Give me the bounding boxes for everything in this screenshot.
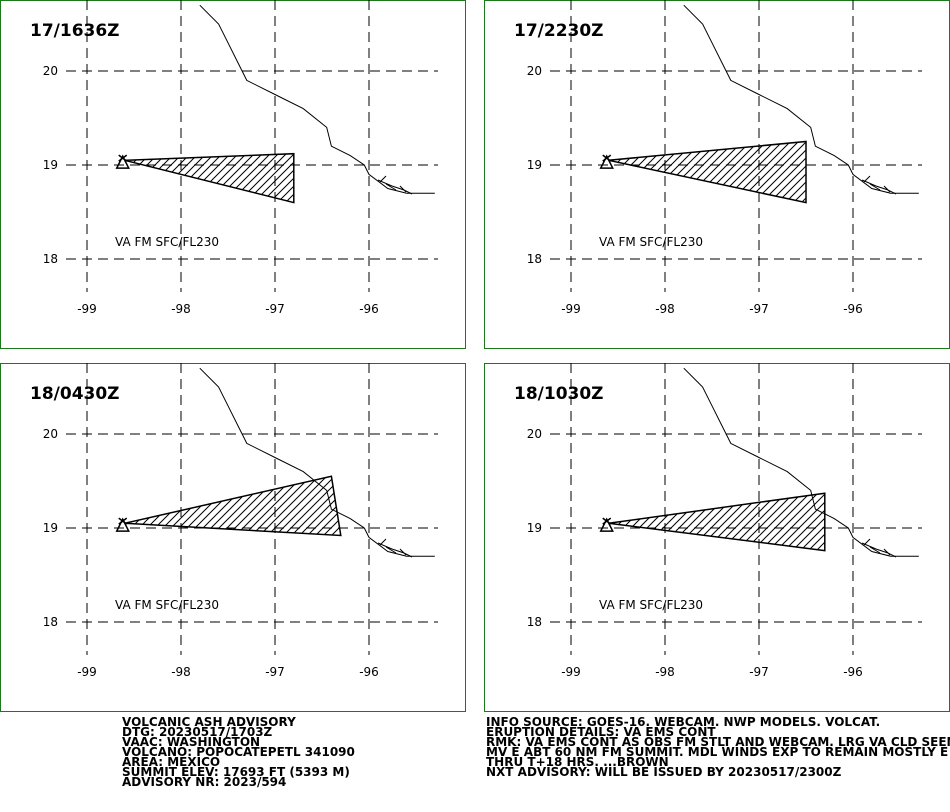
longitude-tick-label: -99 xyxy=(561,665,581,679)
flight-level-label: VA FM SFC/FL230 xyxy=(115,598,219,612)
advisory-line: VAAC: WASHINGTON xyxy=(122,735,261,749)
longitude-tick-label: -99 xyxy=(561,302,581,316)
flight-level-label: VA FM SFC/FL230 xyxy=(599,235,703,249)
longitude-tick-label: -97 xyxy=(749,302,769,316)
longitude-tick-label: -97 xyxy=(265,302,285,316)
latitude-tick-label: 18 xyxy=(527,252,542,266)
latitude-tick-label: 20 xyxy=(527,64,542,78)
longitude-tick-label: -97 xyxy=(749,665,769,679)
advisory-line: VOLCANIC ASH ADVISORY xyxy=(122,715,296,729)
coastline xyxy=(683,4,919,194)
longitude-tick-label: -97 xyxy=(265,665,285,679)
longitude-tick-label: -98 xyxy=(171,302,191,316)
forecast-panel: -99 -98 -97 -96 20 19 18 18/1030Z VA FM SFC/FL23… xyxy=(484,363,950,712)
longitude-tick-label: -96 xyxy=(843,665,863,679)
forecast-time-title: 18/0430Z xyxy=(30,384,120,404)
ash-cloud-polygon xyxy=(608,140,807,204)
latitude-tick-label: 19 xyxy=(43,521,58,535)
latitude-tick-label: 20 xyxy=(43,427,58,441)
forecast-panel: -99 -98 -97 -96 20 19 18 17/1636Z VA FM SFC/FL23… xyxy=(0,0,466,349)
longitude-tick-label: -98 xyxy=(655,302,675,316)
latitude-tick-label: 19 xyxy=(527,521,542,535)
flight-level-label: VA FM SFC/FL230 xyxy=(115,235,219,249)
forecast-time-title: 17/1636Z xyxy=(30,21,120,41)
ash-map: -99 -98 -97 -96 20 19 18 18/0430Z VA FM SFC/FL23… xyxy=(0,363,466,712)
ash-cloud-polygon xyxy=(124,475,342,537)
ash-map: -99 -98 -97 -96 20 19 18 18/1030Z VA FM SFC/FL23… xyxy=(484,363,950,712)
advisory-line: RMK: VA EMS CONT AS OBS FM STLT AND WEBC… xyxy=(486,735,950,749)
volcano-icon xyxy=(115,517,130,532)
coastal-lagoon xyxy=(377,175,413,195)
flight-level-label: VA FM SFC/FL230 xyxy=(599,598,703,612)
longitude-tick-label: -98 xyxy=(655,665,675,679)
coastal-lagoon xyxy=(377,538,413,558)
advisory-line: DTG: 20230517/1703Z xyxy=(122,725,273,739)
coastal-lagoon xyxy=(861,175,897,195)
latitude-tick-label: 19 xyxy=(43,158,58,172)
panel-frame xyxy=(0,363,466,712)
volcano-icon xyxy=(599,517,614,532)
forecast-time-title: 18/1030Z xyxy=(514,384,604,404)
volcano-icon xyxy=(115,154,130,169)
advisory-line: INFO SOURCE: GOES-16. WEBCAM. NWP MODELS… xyxy=(486,715,881,729)
advisory-line: MV E ABT 60 NM FM SUMMIT. MDL WINDS EXP … xyxy=(486,745,949,759)
advisory-line: AREA: MEXICO xyxy=(122,755,221,769)
coastal-lagoon xyxy=(861,538,897,558)
coastline xyxy=(199,4,435,194)
longitude-tick-label: -99 xyxy=(77,302,97,316)
longitude-tick-label: -96 xyxy=(359,665,379,679)
longitude-tick-label: -99 xyxy=(77,665,97,679)
ash-cloud-polygon xyxy=(124,152,295,204)
latitude-tick-label: 18 xyxy=(527,615,542,629)
forecast-time-title: 17/2230Z xyxy=(514,21,604,41)
forecast-panel: -99 -98 -97 -96 20 19 18 18/0430Z VA FM SFC/FL23… xyxy=(0,363,466,712)
advisory-line: VOLCANO: POPOCATEPETL 341090 xyxy=(122,745,355,759)
advisory-line: THRU T+18 HRS. ...BROWN xyxy=(486,755,669,769)
panel-frame xyxy=(0,0,466,349)
longitude-tick-label: -96 xyxy=(843,302,863,316)
latitude-tick-label: 18 xyxy=(43,252,58,266)
ash-map: -99 -98 -97 -96 20 19 18 17/1636Z VA FM SFC/FL23… xyxy=(0,0,466,349)
advisory-info-left: VOLCANIC ASH ADVISORY DTG: 20230517/1703Z… xyxy=(122,715,355,789)
latitude-tick-label: 20 xyxy=(43,64,58,78)
forecast-panel: -99 -98 -97 -96 20 19 18 17/2230Z VA FM SFC/FL23… xyxy=(484,0,950,349)
advisory-line: ADVISORY NR: 2023/594 xyxy=(122,775,287,789)
advisory-line: ERUPTION DETAILS: VA EMS CONT xyxy=(486,725,716,739)
longitude-tick-label: -98 xyxy=(171,665,191,679)
latitude-tick-label: 19 xyxy=(527,158,542,172)
longitude-tick-label: -96 xyxy=(359,302,379,316)
advisory-info-right: INFO SOURCE: GOES-16. WEBCAM. NWP MODELS… xyxy=(486,715,950,779)
advisory-line: SUMMIT ELEV: 17693 FT (5393 M) xyxy=(122,765,350,779)
ash-map: -99 -98 -97 -96 20 19 18 17/2230Z VA FM SFC/FL23… xyxy=(484,0,950,349)
volcano-icon xyxy=(599,154,614,169)
latitude-tick-label: 20 xyxy=(527,427,542,441)
advisory-line: NXT ADVISORY: WILL BE ISSUED BY 20230517… xyxy=(486,765,842,779)
coastline xyxy=(683,367,919,557)
ash-cloud-polygon xyxy=(608,492,826,552)
latitude-tick-label: 18 xyxy=(43,615,58,629)
